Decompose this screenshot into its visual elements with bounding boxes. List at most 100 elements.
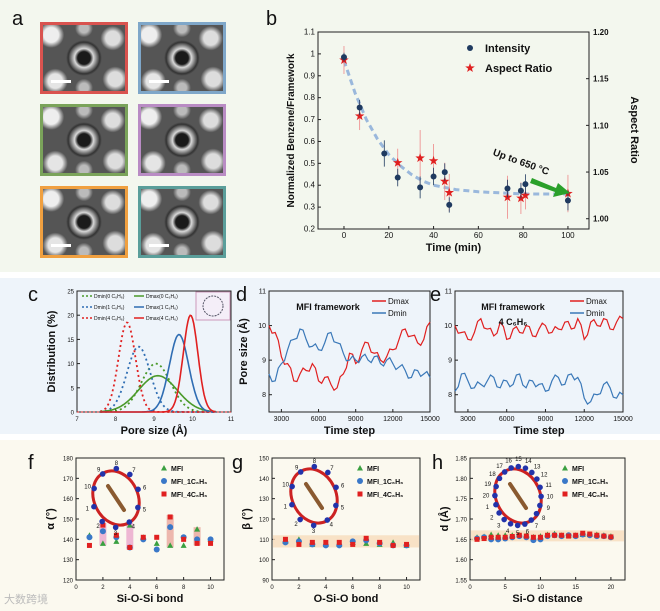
trace-dmin: [454, 372, 624, 405]
data-point-mfi_4c6h6: [488, 534, 494, 540]
x-tick-label: 0: [74, 585, 78, 591]
data-point-mfi_4c6h6: [100, 522, 106, 528]
y-tick-label: 11: [445, 289, 452, 296]
intensity-point: [340, 54, 347, 61]
y-tick-label: 10: [444, 323, 452, 330]
silicon-atom: [522, 465, 529, 471]
x-axis-label: Si-O distance: [512, 593, 582, 605]
silicon-atom: [91, 485, 97, 492]
scale-bar: [149, 80, 169, 83]
bond-highlight: [193, 527, 201, 546]
ring-atom-label: 7: [330, 466, 334, 472]
legend-marker: [161, 465, 167, 471]
ring-atom-label: 19: [484, 482, 491, 488]
plot-frame-b: [317, 31, 590, 230]
ring-atom-label: 20: [483, 493, 490, 499]
ring-atom-label: 12: [541, 473, 548, 479]
x-tick-label: 12000: [574, 416, 594, 423]
scale-bar: [149, 244, 169, 247]
plot-title: MFI framework: [481, 302, 546, 312]
data-point-mfi_4c6h6: [181, 536, 187, 542]
y-tick-label: 1.55: [455, 579, 467, 585]
annotation-text: Up to 650 °C: [491, 147, 550, 178]
intensity-point: [564, 197, 571, 204]
intensity-point: [441, 169, 448, 176]
legend-marker: [161, 478, 167, 484]
legend-label: MFI_1C₆H₆: [572, 479, 608, 486]
data-point-mfi: [167, 542, 174, 548]
y2-tick-label: 1.20: [593, 28, 609, 37]
silicon-atom: [537, 484, 543, 491]
distribution-curve: [100, 374, 216, 413]
ring-atom-label: 6: [526, 529, 530, 535]
x-tick-label: 40: [429, 231, 438, 240]
data-point-mfi: [153, 540, 160, 546]
data-point-mfi_4c6h6: [282, 536, 288, 542]
silicon-atom: [333, 484, 339, 491]
fit-curve: [342, 59, 568, 196]
x-tick-label: 10: [403, 585, 410, 591]
data-point-mfi_4c6h6: [502, 534, 508, 540]
silicon-atom: [493, 483, 499, 490]
pore-ring-icon: [202, 295, 224, 317]
micrograph-tile: [138, 186, 226, 258]
legend-label: Dmax: [388, 297, 409, 306]
x-tick-label: 11: [228, 417, 235, 423]
legend-label: Dmax(0 C₆H₆): [146, 294, 178, 300]
x-tick-label: 6000: [499, 416, 515, 423]
y-tick-label: 0.9: [304, 71, 316, 80]
intensity-point: [446, 201, 453, 208]
ring-atom-label: 16: [505, 459, 512, 465]
intensity-point: [394, 174, 401, 181]
ring-atom-label: 4: [506, 529, 510, 535]
ring-atom-label: 8: [542, 516, 546, 522]
legend-label: MFI_4C₆H₆: [367, 492, 403, 499]
y-tick-label: 130: [259, 497, 270, 503]
x-tick-label: 15: [572, 585, 579, 591]
legend-label: Dmin: [586, 309, 605, 318]
plot-subtitle: 4 C₆H₆: [499, 317, 528, 327]
legend-label: Dmax(4 C₆H₆): [146, 316, 178, 322]
data-point-mfi_4c6h6: [140, 534, 146, 540]
y-tick-label: 110: [259, 538, 269, 544]
data-point-mfi_4c6h6: [86, 542, 92, 548]
x-tick-label: 8: [182, 585, 186, 591]
silicon-atom: [537, 502, 543, 509]
panel-label-d: d: [236, 284, 248, 306]
y-tick-label: 150: [259, 457, 270, 463]
ring-atom-label: 1: [86, 506, 90, 512]
data-point-mfi_4c6h6: [167, 514, 173, 520]
legend-label: MFI: [367, 466, 379, 473]
legend-aspect-label: Aspect Ratio: [485, 63, 553, 75]
data-point-mfi_4c6h6: [404, 541, 410, 547]
data-point-mfi_4c6h6: [309, 539, 315, 545]
y-axis-label: Distribution (%): [46, 310, 58, 392]
y-tick-label: 160: [63, 497, 74, 503]
y-tick-label: 1.75: [455, 497, 467, 503]
ring-atom-label: 5: [341, 505, 345, 511]
y-tick-label: 120: [259, 518, 270, 524]
y-tick-label: 0: [71, 411, 75, 417]
ring-atom-label: 18: [489, 472, 496, 478]
trace-dmin: [268, 328, 431, 383]
ring-atom-label: 15: [515, 457, 522, 463]
legend-marker: [562, 491, 568, 497]
data-point-mfi_1c6h6: [167, 524, 174, 531]
data-point-mfi_4c6h6: [154, 534, 160, 540]
intensity-point: [517, 187, 524, 194]
legend-label: MFI_1C₆H₆: [367, 479, 403, 486]
x-axis-label: Time step: [324, 425, 375, 437]
panel-label-f: f: [28, 452, 34, 474]
y-tick-label: 10: [258, 323, 266, 330]
y-tick-label: 0.7: [304, 115, 316, 124]
silicon-atom: [99, 518, 105, 525]
data-point-mfi_4c6h6: [594, 532, 600, 538]
silicon-atom: [507, 521, 514, 527]
benzene-molecule-icon: [304, 482, 324, 510]
y-tick-label: 1.65: [455, 538, 467, 544]
legend-intensity-marker: [467, 45, 473, 51]
intensity-point: [417, 184, 424, 191]
framework-inset: [195, 291, 231, 321]
micrograph-tile: [40, 186, 128, 258]
y-tick-label: 1.85: [455, 457, 467, 463]
